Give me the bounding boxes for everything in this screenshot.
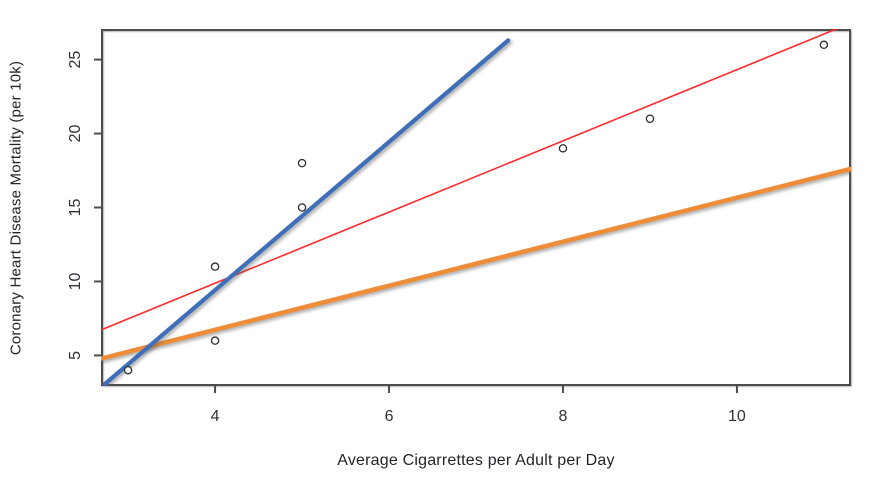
x-tick-label: 4 [211,408,220,425]
data-point [297,203,307,212]
y-tick-label: 5 [67,351,84,360]
x-tick-label: 10 [728,408,746,425]
plot-box [101,29,851,386]
x-axis-label: Average Cigarrettes per Adult per Day [337,452,615,469]
steep-blue-line [102,38,511,386]
y-axis-label: Coronary Heart Disease Mortality (per 10… [7,60,25,356]
y-tick-label: 10 [67,272,84,290]
y-tick-label: 25 [67,51,84,69]
data-point [210,336,220,345]
data-point [123,365,133,375]
data-point [297,158,307,168]
data-point [210,262,220,271]
data-point [558,144,568,153]
y-tick-label: 20 [67,125,84,143]
data-point [819,40,829,50]
shallow-orange-line [101,166,851,361]
x-tick-label: 8 [559,408,568,425]
data-point [645,114,655,124]
y-tick-label: 15 [67,199,84,217]
x-tick-label: 6 [385,408,394,425]
